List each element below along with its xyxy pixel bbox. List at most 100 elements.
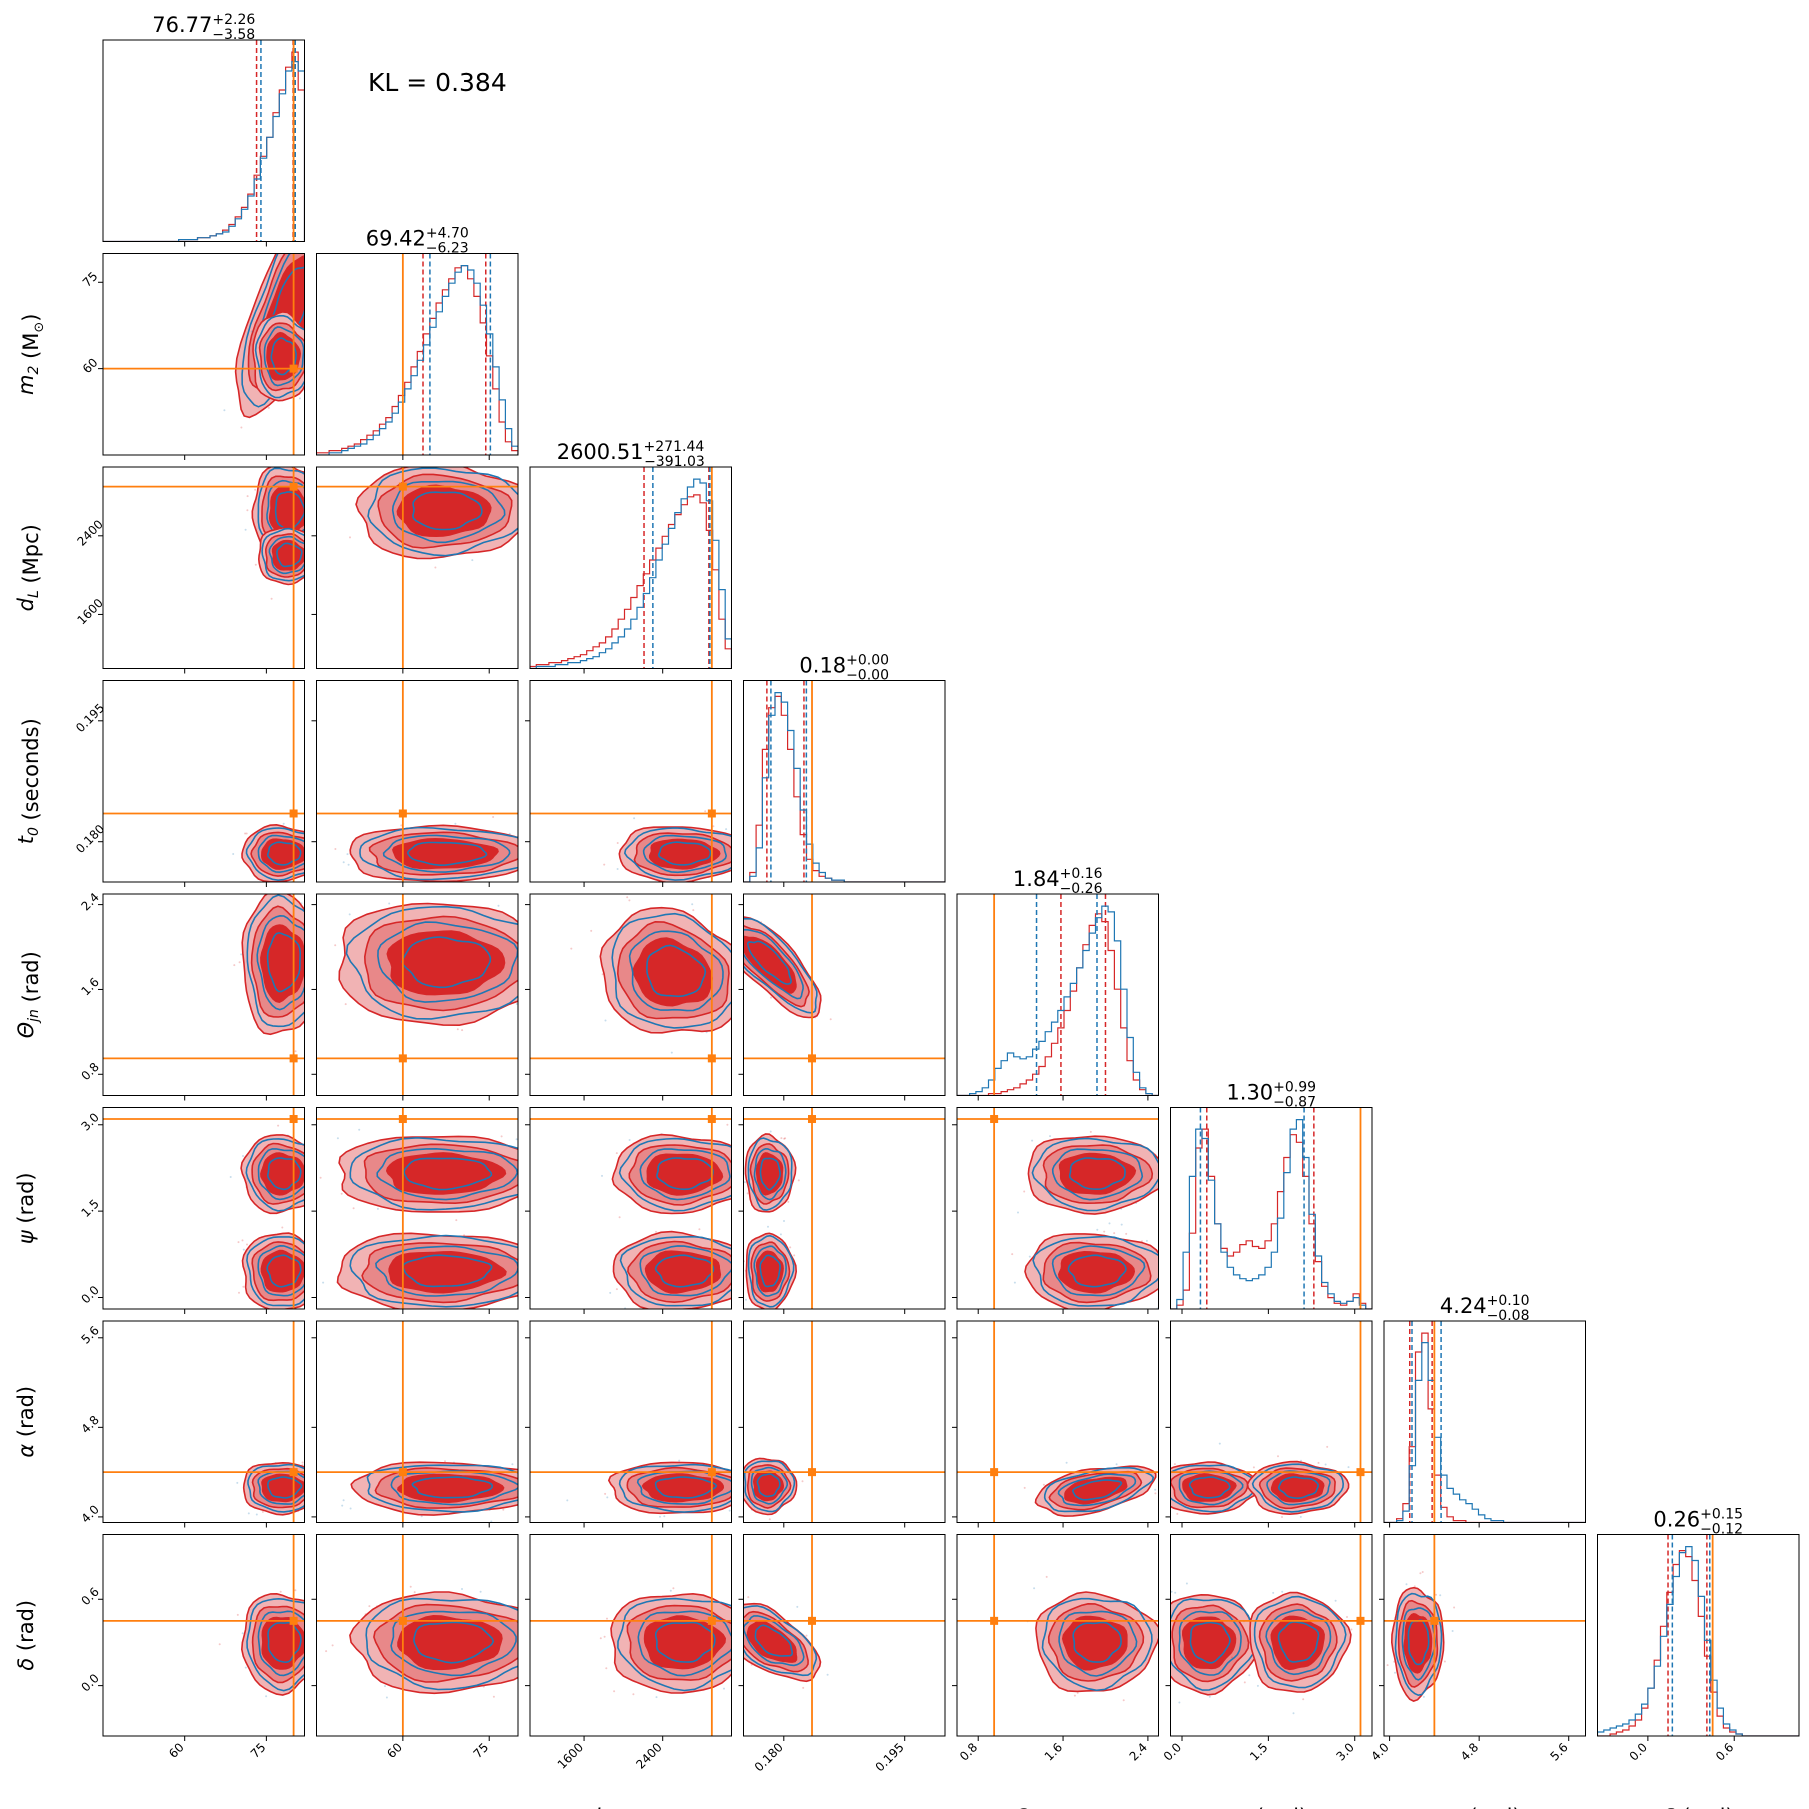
density-contour-b-level-2 <box>413 1621 495 1664</box>
sample-point <box>1334 1599 1337 1602</box>
panel-content <box>316 253 518 455</box>
density-contour-a-level-2 <box>743 935 797 994</box>
sample-point <box>455 1219 458 1222</box>
histogram-a-dL <box>530 494 732 669</box>
y-axis-label-dL: dL (Mpc) <box>14 524 43 611</box>
truth-marker <box>398 482 407 491</box>
sample-point <box>744 1181 746 1184</box>
density-contour-b-level-0 <box>1251 1463 1345 1513</box>
panel-frame <box>529 680 732 883</box>
sample-point <box>307 382 309 384</box>
sample-point <box>270 597 273 600</box>
y-axis-label-psi-symbol: ψ <box>14 1229 38 1244</box>
sample-point <box>255 1513 258 1516</box>
density-contour-b-level-1 <box>743 928 804 1000</box>
histogram-a-alpha <box>1384 1332 1586 1523</box>
panel-delta-vs-alpha: 4.0 4.8 5.6 <box>1368 1534 1586 1764</box>
sample-point <box>1443 1660 1446 1663</box>
panel-content <box>103 1107 330 1309</box>
title-plus: +4.70 <box>426 226 469 242</box>
sample-point <box>237 1241 240 1244</box>
sample-point <box>348 913 351 916</box>
sample-point <box>502 1508 505 1511</box>
sample-point <box>599 1637 602 1640</box>
x-tick-label-psi: 0.0 <box>1161 1740 1184 1763</box>
sample-point <box>746 1141 748 1143</box>
sample-point <box>734 955 736 957</box>
sample-point <box>1281 1516 1283 1518</box>
sample-point <box>603 1635 606 1638</box>
title-median: 2600.51 <box>557 440 644 464</box>
truth-marker <box>289 809 298 818</box>
sample-point <box>368 1605 371 1608</box>
panel-content <box>957 1534 1159 1736</box>
truth-marker <box>398 809 407 818</box>
density-contour-b-level-1 <box>1265 1608 1332 1676</box>
sample-point <box>488 1322 490 1324</box>
x-tick-label-t0: 0.180 <box>752 1740 786 1774</box>
sample-point <box>241 1632 244 1635</box>
sample-point <box>311 309 313 311</box>
density-contour-b-level-2 <box>756 1473 781 1498</box>
y-axis-label-m2-sun-symbol: ⊙ <box>32 322 47 333</box>
sample-point <box>616 842 619 844</box>
sample-point <box>734 1624 736 1626</box>
sample-point <box>328 1124 330 1126</box>
density-contour-b-level-1 <box>628 930 724 1012</box>
sample-point <box>526 1629 528 1631</box>
sample-point <box>738 1604 740 1606</box>
sample-point <box>298 397 301 400</box>
sample-point <box>1346 1616 1348 1618</box>
title-minus: −0.87 <box>1273 1095 1316 1111</box>
sample-point <box>780 1137 783 1140</box>
sample-point <box>511 1463 514 1466</box>
panel-frame <box>316 680 519 883</box>
sample-point <box>301 1461 304 1464</box>
panel-alpha-vs-m2 <box>311 1320 519 1528</box>
panel-delta-vs-dL: 1600 2400 <box>525 1534 741 1772</box>
sample-point <box>281 246 283 248</box>
sample-point <box>736 1181 738 1183</box>
sample-point <box>725 936 727 938</box>
sample-point <box>1013 1281 1016 1284</box>
sample-point <box>1272 1591 1275 1594</box>
sample-point <box>319 308 321 310</box>
density-contour-b-level-1 <box>1058 1610 1138 1677</box>
hist-panel-delta: 0.26+0.15 −0.12 0.0 0.6 <box>1597 1507 1800 1764</box>
sample-point <box>229 1176 232 1178</box>
sample-point <box>1031 1139 1034 1142</box>
sample-point <box>767 1225 769 1228</box>
truth-marker <box>398 1468 407 1477</box>
sample-point <box>497 904 500 907</box>
sample-point <box>739 1652 741 1654</box>
x-axis-label-psi-symbol: ψ <box>1235 1805 1250 1809</box>
sample-point <box>305 1585 307 1587</box>
density-contour-b-level-0 <box>245 827 305 882</box>
sample-point <box>1113 1232 1116 1235</box>
sample-point <box>1178 1701 1181 1704</box>
sample-point <box>1168 1491 1170 1493</box>
sample-point <box>796 1605 799 1608</box>
sample-point <box>728 1509 731 1512</box>
sample-point <box>1103 1230 1106 1233</box>
sample-point <box>308 1667 310 1669</box>
sample-point <box>527 488 529 490</box>
panel-frame <box>956 1107 1159 1310</box>
sample-point <box>1247 1666 1250 1669</box>
density-contour-b-level-0 <box>747 1137 793 1211</box>
title-median: 4.24 <box>1440 1294 1487 1318</box>
sample-point <box>424 1310 426 1312</box>
sample-point <box>736 960 738 962</box>
sample-point <box>663 1515 666 1518</box>
y-tick-label-thetajn: 0.8 <box>78 1060 101 1083</box>
sample-point <box>305 1643 307 1645</box>
y-axis-label-m2-subscript: 2 <box>26 366 42 375</box>
sample-point <box>725 828 728 831</box>
sample-point <box>1292 1712 1295 1715</box>
truth-marker <box>398 1115 407 1124</box>
density-contour-b-level-0 <box>254 315 305 399</box>
sample-point <box>1145 1239 1148 1242</box>
sample-point <box>314 1175 316 1177</box>
title-t0: 0.18+0.00 −0.00 <box>799 653 889 684</box>
